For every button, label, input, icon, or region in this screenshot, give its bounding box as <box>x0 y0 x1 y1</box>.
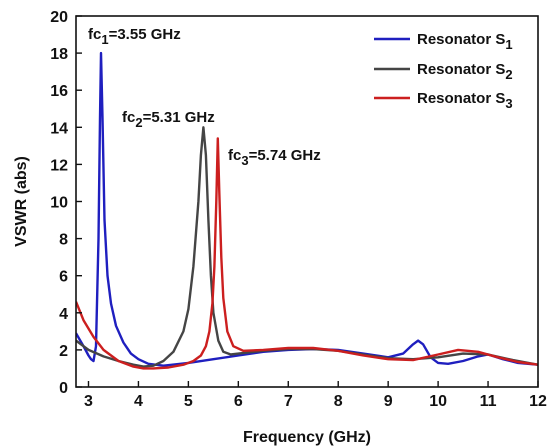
legend-label-1: Resonator S1 <box>417 31 513 52</box>
x-tick-label: 11 <box>480 393 497 410</box>
x-tick-label: 12 <box>529 393 547 410</box>
x-tick-label: 8 <box>334 393 343 410</box>
x-tick-label: 9 <box>384 393 393 410</box>
y-tick-label: 20 <box>50 9 68 26</box>
series-layer <box>76 51 538 370</box>
x-axis-label: Frequency (GHz) <box>243 429 371 446</box>
x-tick-label: 7 <box>284 393 293 410</box>
legend-label-2: Resonator S2 <box>417 61 513 82</box>
y-tick-label: 14 <box>50 120 68 137</box>
y-tick-label: 16 <box>50 83 68 100</box>
annotation-fc1: fc1=3.55 GHz <box>88 26 181 47</box>
y-tick-label: 0 <box>59 380 68 397</box>
y-axis-label: VSWR (abs) <box>13 156 30 247</box>
x-tick-label: 4 <box>134 393 143 410</box>
series-line-1 <box>76 51 538 367</box>
ticks-layer: 3 4 5 6 7 8 9 10 11 12 0 2 4 6 8 10 12 14 16 18 20 <box>50 9 547 410</box>
y-tick-label: 10 <box>50 195 68 212</box>
legend: Resonator S1 Resonator S2 Resonator S3 <box>374 31 513 111</box>
y-tick-label: 8 <box>59 232 68 249</box>
y-tick-label: 12 <box>50 157 68 174</box>
x-tick-label: 6 <box>234 393 243 410</box>
annotation-fc2: fc2=5.31 GHz <box>122 109 215 130</box>
y-tick-label: 18 <box>50 46 68 63</box>
annotation-fc3: fc3=5.74 GHz <box>228 147 321 168</box>
x-tick-label: 5 <box>184 393 193 410</box>
y-tick-label: 4 <box>59 306 68 323</box>
x-tick-label: 3 <box>84 393 93 410</box>
x-tick-label: 10 <box>429 393 447 410</box>
legend-label-3: Resonator S3 <box>417 90 513 111</box>
y-tick-label: 2 <box>59 343 68 360</box>
y-tick-label: 6 <box>59 269 68 286</box>
series-line-3 <box>76 137 538 370</box>
annotations: fc1=3.55 GHz fc2=5.31 GHz fc3=5.74 GHz <box>88 26 321 168</box>
